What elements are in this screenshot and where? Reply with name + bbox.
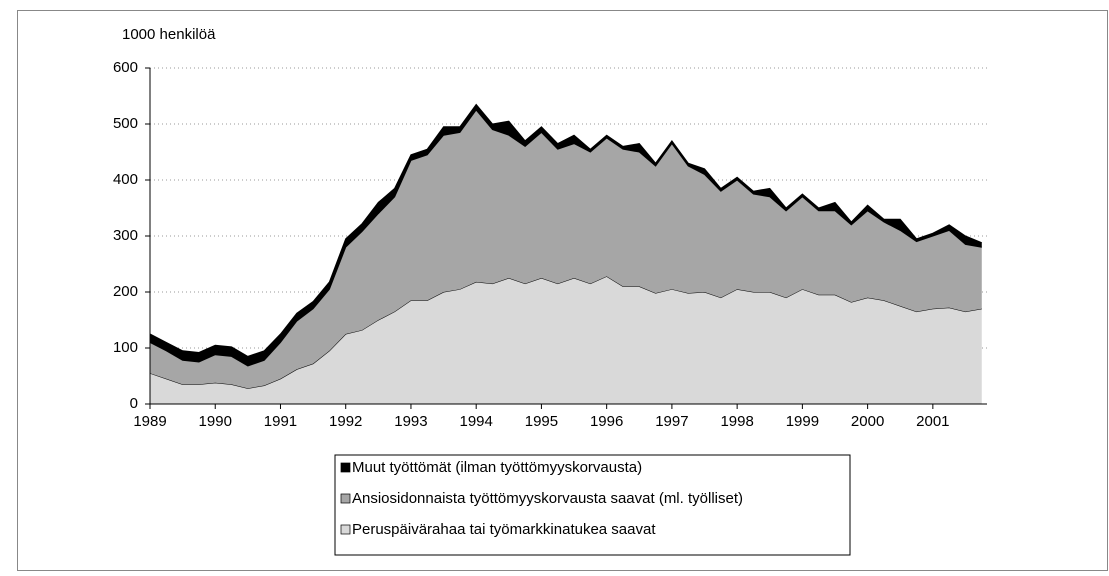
x-tick-label: 1995 xyxy=(525,413,558,430)
x-tick-label: 1992 xyxy=(329,413,362,430)
area-edge xyxy=(149,103,982,357)
legend-label: Muut työttömät (ilman työttömyyskorvaust… xyxy=(352,459,642,476)
y-tick-label: 0 xyxy=(130,395,138,412)
y-axis-label: 1000 henkilöä xyxy=(122,26,216,43)
legend-label: Ansiosidonnaista työttömyyskorvausta saa… xyxy=(352,490,743,507)
y-tick-label: 300 xyxy=(113,227,138,244)
x-tick-label: 1991 xyxy=(264,413,297,430)
y-tick-label: 500 xyxy=(113,115,138,132)
y-tick-label: 100 xyxy=(113,339,138,356)
x-tick-label: 1997 xyxy=(655,413,688,430)
y-tick-label: 200 xyxy=(113,283,138,300)
x-tick-label: 2000 xyxy=(851,413,884,430)
x-tick-label: 1990 xyxy=(199,413,232,430)
x-tick-label: 1999 xyxy=(786,413,819,430)
legend-label: Peruspäivärahaa tai työmarkkinatukea saa… xyxy=(352,521,656,538)
x-tick-label: 2001 xyxy=(916,413,949,430)
area xyxy=(150,110,982,389)
area xyxy=(150,276,982,404)
legend-swatch xyxy=(340,524,351,535)
x-tick-label: 1994 xyxy=(460,413,493,430)
x-tick-label: 1993 xyxy=(394,413,427,430)
legend-swatch xyxy=(340,493,351,504)
legend-box xyxy=(334,454,851,556)
x-tick-label: 1996 xyxy=(590,413,623,430)
x-tick-label: 1998 xyxy=(720,413,753,430)
y-tick-label: 600 xyxy=(113,59,138,76)
legend-swatch xyxy=(340,462,351,473)
x-tick-label: 1989 xyxy=(133,413,166,430)
y-tick-label: 400 xyxy=(113,171,138,188)
